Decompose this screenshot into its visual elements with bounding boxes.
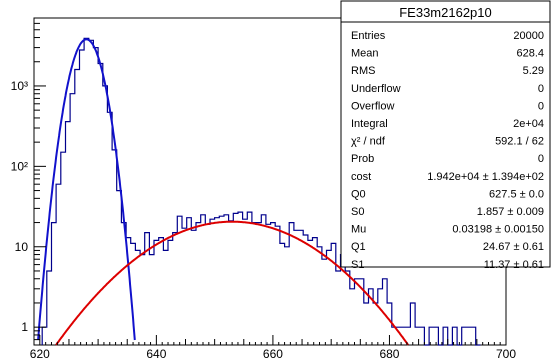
stats-value: 11.37 ± 0.61 xyxy=(484,259,544,271)
stats-value: 0 xyxy=(538,83,544,95)
stats-label: Overflow xyxy=(351,100,394,112)
x-tick-label: 640 xyxy=(146,347,166,361)
x-tick-label: 620 xyxy=(30,347,50,361)
stats-value: 1.942e+04 ± 1.394e+02 xyxy=(427,171,544,183)
stats-label: cost xyxy=(351,171,371,183)
stats-label: Q1 xyxy=(351,241,366,253)
stats-value: 627.5 ± 0.0 xyxy=(489,188,544,200)
stats-label: Prob xyxy=(351,153,374,165)
stats-box-border xyxy=(340,0,551,268)
stats-value: 628.4 xyxy=(516,48,544,60)
stats-title: FE33m2162p10 xyxy=(399,5,492,20)
stats-value: 592.1 / 62 xyxy=(495,136,544,148)
stats-label: RMS xyxy=(351,65,375,77)
y-tick-label: 1 xyxy=(21,320,28,334)
axes: 620 640 660 680 700 1 10 10² 10³ xyxy=(11,17,516,361)
x-tick-label: 700 xyxy=(496,347,516,361)
stats-label: Entries xyxy=(351,30,386,42)
stats-label: Q0 xyxy=(351,188,366,200)
y-tick-label: 10³ xyxy=(11,79,28,93)
stats-label: S0 xyxy=(351,206,364,218)
stats-label: Underflow xyxy=(351,83,401,95)
stats-value: 20000 xyxy=(513,30,544,42)
fit-curve-0 xyxy=(37,38,136,341)
y-tick-label: 10² xyxy=(11,159,28,173)
stats-value: 1.857 ± 0.009 xyxy=(477,206,544,218)
stats-label: S1 xyxy=(351,259,364,271)
x-tick-label: 660 xyxy=(263,347,283,361)
stats-label: χ² / ndf xyxy=(351,136,386,148)
stats-box: FE33m2162p10 Entries 20000 Mean 628.4 RMS 5.29… xyxy=(340,0,551,271)
stats-value: 5.29 xyxy=(523,65,544,77)
stats-label: Mean xyxy=(351,48,379,60)
stats-label: Mu xyxy=(351,224,366,236)
stats-value: 2e+04 xyxy=(513,118,544,130)
stats-label: Integral xyxy=(351,118,388,130)
fit-curve-1 xyxy=(55,220,409,346)
stats-value: 24.67 ± 0.61 xyxy=(483,241,544,253)
fit-curves xyxy=(37,38,409,346)
stats-value: 0.03198 ± 0.00150 xyxy=(452,224,544,236)
x-tick-label: 680 xyxy=(379,347,399,361)
stats-value: 0 xyxy=(538,100,544,112)
y-tick-label: 10 xyxy=(15,240,29,254)
stats-value: 0 xyxy=(538,153,544,165)
